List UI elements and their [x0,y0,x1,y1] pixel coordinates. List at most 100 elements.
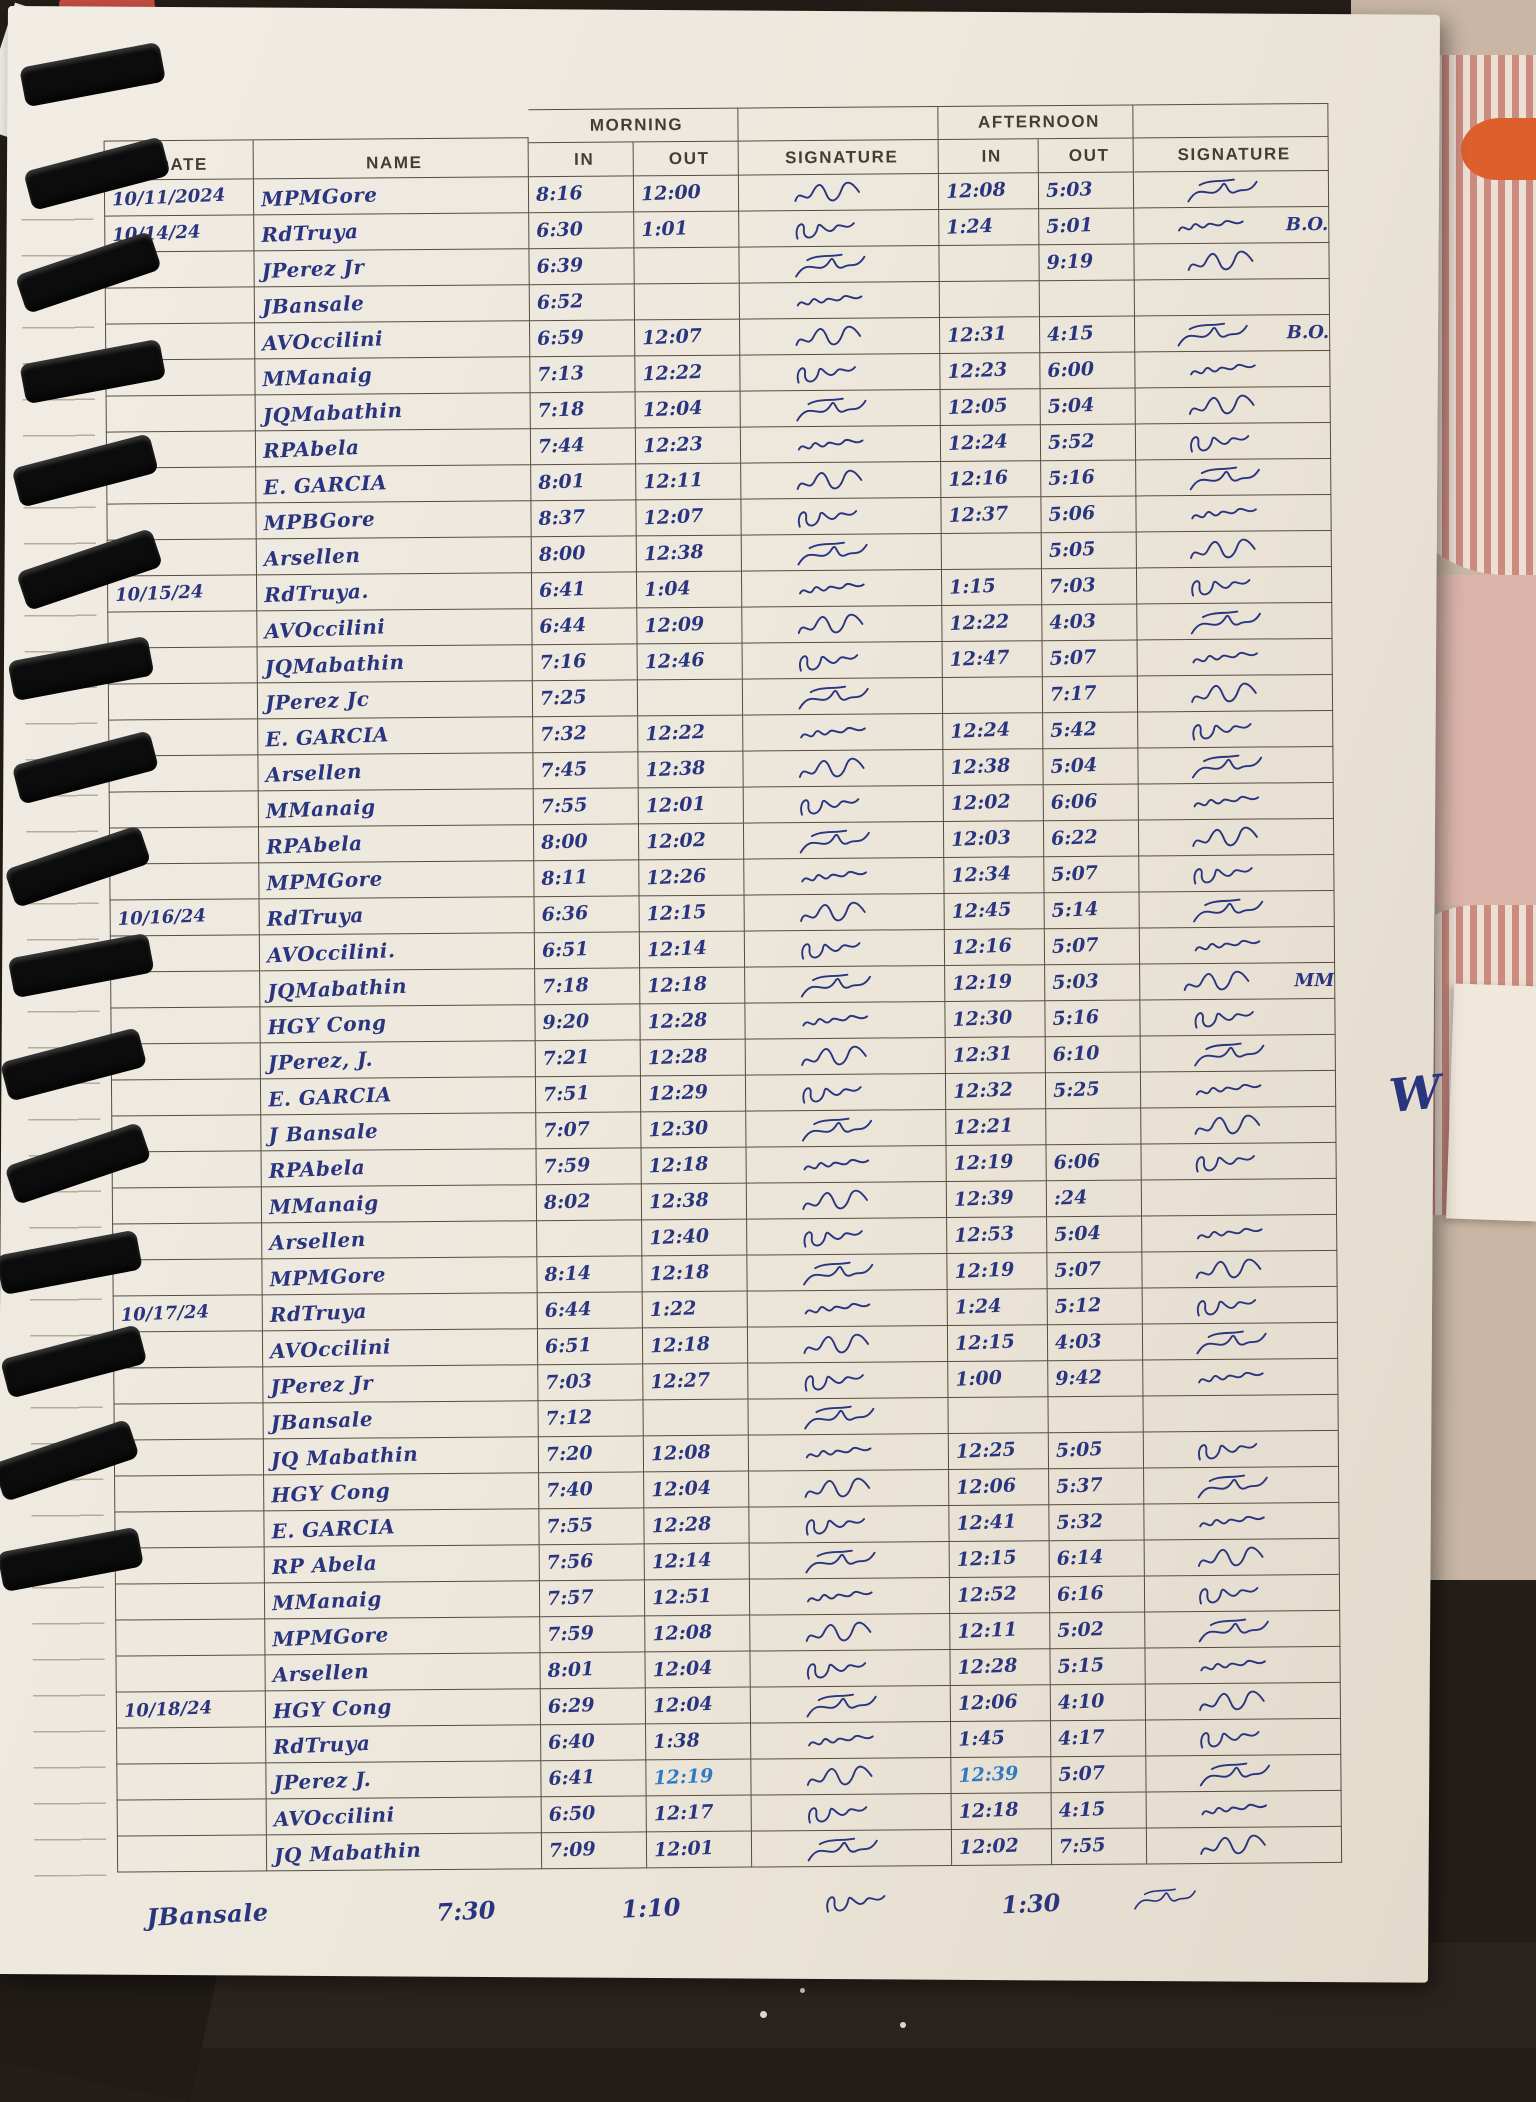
cell-morning-signature [747,1289,948,1328]
cell-morning-signature [741,498,942,536]
signature-scribble [1193,898,1264,922]
signature-scribble [1196,1298,1257,1317]
cell-morning-in: 7:44 [530,428,637,466]
signature-scribble [1192,651,1259,663]
cell-morning-in: 6:51 [534,932,641,970]
cell-morning-out: 12:01 [646,1831,753,1869]
header-afternoon-out: OUT [1038,138,1134,174]
cell-name: RP Abela [264,1545,540,1584]
cell-morning-out: 12:22 [638,715,744,753]
cell-afternoon-signature [1139,854,1335,893]
cell-name: RPAbela [255,429,532,468]
cell-morning-out: 12:30 [641,1111,747,1149]
cell-afternoon-in: 12:39 [951,1757,1052,1794]
signature-scribble [805,1549,876,1573]
cell-morning-in: 8:37 [531,500,637,538]
cell-name: Arsellen [256,537,532,576]
cell-afternoon-signature [1138,782,1334,821]
signature-scribble [798,685,869,709]
cell-name: RdTruya. [256,573,533,612]
cell-morning-signature [742,678,944,716]
signature-scribble [803,1261,874,1285]
cell-date [104,287,256,325]
cell-name: RdTruya [254,213,530,252]
cell-afternoon-signature [1144,1466,1340,1505]
signature-scribble [1196,1227,1263,1239]
cell-afternoon-signature [1138,710,1334,749]
signature-note: MM [1294,969,1335,992]
signature-scribble [808,1734,874,1746]
signature-scribble [1193,866,1253,885]
cell-morning-out: 12:18 [642,1327,749,1365]
cell-afternoon-signature [1136,458,1332,497]
signature-scribble [1195,1083,1262,1095]
cell-morning-in: 8:01 [531,464,637,502]
signature-scribble [804,1477,871,1498]
cell-morning-signature [745,1001,946,1040]
cell-morning-in: 9:20 [535,1004,641,1042]
cell-name: Arsellen [262,1221,538,1260]
cell-morning-signature [743,786,944,824]
signature-scribble [1190,363,1256,375]
cell-afternoon-signature [1142,1250,1338,1289]
cell-morning-in: 7:03 [538,1364,644,1402]
cell-morning-signature [748,1361,949,1400]
cell-afternoon-in [941,533,1042,571]
cell-date [115,1619,266,1657]
cell-afternoon-out: 9:19 [1039,244,1135,282]
signature-scribble [1198,1442,1258,1461]
signature-scribble [1178,219,1244,231]
paper-edge-right [1445,983,1536,1222]
signature-scribble [1194,939,1261,951]
cell-afternoon-out [1046,1108,1142,1146]
cell-name: AVOccilini [266,1797,542,1836]
signature-scribble [1193,795,1260,807]
signature-scribble [1192,722,1252,741]
cell-afternoon-in: 12:19 [945,965,1046,1002]
cell-morning-in: 6:44 [532,608,638,646]
cell-afternoon-in: 12:19 [946,1145,1047,1182]
cell-date [116,1727,267,1765]
signature-scribble [1199,1586,1259,1605]
signature-scribble [803,1333,870,1354]
signature-scribble [801,1045,867,1066]
cell-date: 10/18/24 [115,1691,267,1729]
cell-afternoon-signature [1140,1034,1336,1073]
cell-morning-signature [749,1505,950,1544]
cell-afternoon-signature [1145,1646,1341,1685]
cell-afternoon-out: 5:52 [1040,424,1137,462]
signature-scribble [800,726,866,738]
cell-morning-in: 7:21 [535,1040,641,1078]
cell-morning-out: 12:28 [640,1039,746,1077]
cell-name: RPAbela [258,825,535,864]
cell-afternoon-in: 1:15 [941,569,1043,607]
cell-morning-out: 12:04 [644,1471,750,1509]
cell-morning-out: 12:18 [641,1147,747,1185]
signature-scribble [1191,578,1251,597]
cell-afternoon-signature [1146,1790,1342,1829]
header-morning-out: OUT [633,141,739,177]
cell-morning-signature [743,750,944,788]
cell-afternoon-out: 4:15 [1051,1792,1147,1830]
cell-morning-in: 7:18 [535,968,641,1006]
cell-afternoon-out [1039,280,1135,318]
cell-morning-in: 7:13 [530,356,636,394]
cell-afternoon-signature [1139,926,1336,965]
cell-morning-in: 7:20 [538,1436,645,1474]
cell-morning-out: 12:38 [641,1183,748,1221]
cell-morning-in: 7:32 [533,716,639,754]
cell-afternoon-in: 12:31 [945,1037,1046,1074]
cell-afternoon-out: 5:32 [1049,1504,1145,1542]
signature-scribble [1198,1618,1269,1642]
cell-morning-in: 7:55 [539,1508,645,1546]
cell-morning-in: 7:40 [539,1472,645,1510]
cell-morning-in: 7:07 [536,1112,642,1150]
cell-morning-out: 12:28 [644,1507,750,1545]
cell-afternoon-out: 7:03 [1041,568,1138,606]
cell-afternoon-signature [1142,1286,1338,1325]
cell-morning-out: 12:29 [640,1075,747,1113]
signature-scribble [799,653,859,672]
cell-afternoon-out: 4:03 [1047,1324,1144,1362]
cell-afternoon-out: 5:42 [1043,712,1139,750]
cell-morning-out [643,1399,749,1437]
